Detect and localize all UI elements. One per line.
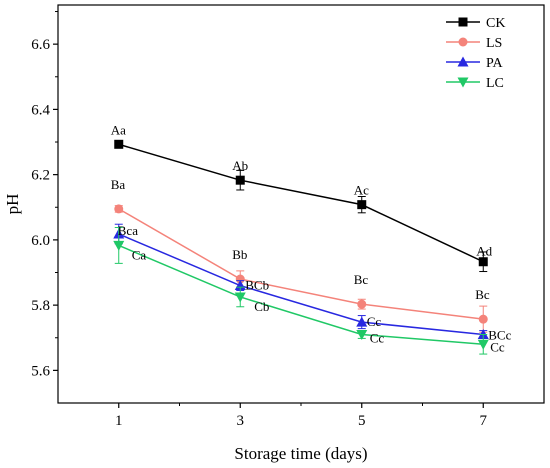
x-tick-label: 1	[115, 413, 123, 429]
significance-label: Ab	[232, 158, 248, 173]
x-tick-label: 7	[480, 413, 488, 429]
legend-label: LS	[486, 36, 502, 51]
data-point	[234, 292, 246, 303]
data-point	[356, 329, 368, 340]
legend-item-ls: LS	[446, 36, 502, 51]
series-ck	[114, 139, 488, 273]
y-tick-label: 5.6	[31, 363, 50, 379]
significance-label: Aa	[111, 122, 126, 137]
data-point	[458, 17, 468, 27]
legend-item-pa: PA	[446, 56, 504, 71]
significance-label: Cc	[370, 330, 385, 345]
series-line	[118, 244, 484, 346]
significance-label: Bb	[232, 247, 247, 262]
series-lc	[113, 226, 489, 355]
series-line	[118, 233, 484, 336]
legend-label: PA	[486, 56, 504, 71]
y-axis-title: pH	[3, 194, 22, 215]
x-axis: 1 3 5 7	[115, 403, 488, 429]
series-line	[118, 143, 484, 263]
significance-label: Cb	[254, 299, 269, 314]
significance-label: BCc	[488, 327, 511, 342]
legend-item-lc: LC	[446, 76, 504, 91]
data-point	[458, 37, 468, 47]
data-point	[477, 339, 489, 350]
y-tick-label: 6.2	[31, 168, 50, 184]
y-tick-label: 6.6	[31, 37, 50, 53]
data-point	[113, 240, 125, 251]
data-point	[478, 257, 488, 267]
series-ls	[114, 204, 488, 333]
x-tick-label: 3	[237, 413, 245, 429]
significance-label: BCb	[245, 278, 269, 293]
significance-label: Ad	[476, 244, 492, 259]
data-point	[478, 314, 488, 324]
y-tick-label: 5.8	[31, 298, 50, 314]
legend: CK LS PA LC	[446, 16, 505, 91]
significance-label: Ba	[111, 177, 126, 192]
significance-label: Bca	[118, 223, 138, 238]
data-point	[114, 139, 124, 149]
data-point	[356, 316, 368, 327]
significance-label: Bc	[475, 287, 490, 302]
y-tick-label: 6.4	[31, 102, 50, 118]
significance-label: Cc	[490, 339, 505, 354]
significance-label: Ac	[354, 183, 369, 198]
legend-label: CK	[486, 16, 505, 31]
significance-label: Ca	[132, 247, 147, 262]
data-point	[457, 56, 469, 67]
significance-label: Cc	[367, 314, 382, 329]
data-point	[357, 200, 367, 210]
x-tick-label: 5	[358, 413, 366, 429]
series-pa	[113, 223, 489, 339]
significance-label: Bc	[354, 272, 369, 287]
y-tick-label: 6.0	[31, 233, 50, 249]
y-axis: 5.6 5.8 6.0 6.2 6.4 6.6	[31, 11, 58, 379]
x-axis-title: Storage time (days)	[234, 444, 367, 463]
data-point	[235, 274, 245, 284]
data-point	[357, 299, 367, 309]
legend-item-ck: CK	[446, 16, 505, 31]
series-line	[118, 208, 484, 320]
legend-label: LC	[486, 76, 504, 91]
data-point	[457, 77, 469, 88]
data-point	[114, 204, 124, 214]
series-layer	[113, 139, 489, 355]
data-point	[235, 175, 245, 185]
